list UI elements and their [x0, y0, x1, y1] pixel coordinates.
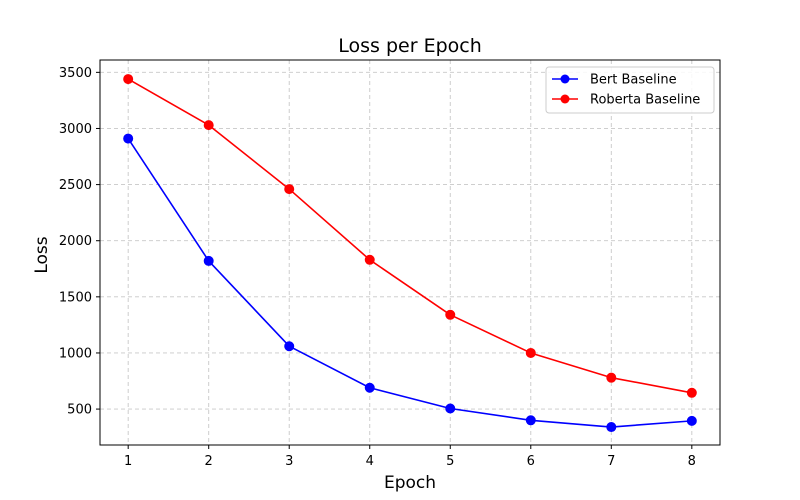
roberta-baseline-point [284, 184, 295, 195]
roberta-baseline-point [606, 372, 617, 383]
y-tick-label: 3500 [59, 66, 92, 81]
roberta-baseline-point [364, 254, 375, 265]
roberta-baseline-line [127, 78, 692, 394]
series-lines [123, 74, 697, 433]
legend-box [545, 66, 715, 114]
chart-title: Loss per Epoch [338, 35, 482, 57]
bert-baseline-series [123, 133, 697, 433]
roberta-baseline-point [525, 347, 536, 358]
legend-label: Roberta Baseline [590, 93, 700, 108]
legend: Bert Baseline Roberta Baseline [545, 66, 715, 114]
bert-baseline-point [525, 415, 536, 426]
x-tick-label: 6 [527, 454, 535, 469]
bert-baseline-point [284, 341, 295, 352]
x-tick-label: 2 [205, 454, 213, 469]
y-tick-label: 1000 [59, 346, 92, 361]
roberta-baseline-point [686, 387, 697, 398]
roberta-baseline-point [123, 74, 134, 85]
grid-lines [100, 60, 720, 445]
x-tick-label: 7 [607, 454, 615, 469]
bert-baseline-point [123, 133, 134, 144]
bert-baseline-point [445, 403, 456, 414]
y-tick-label: 500 [67, 403, 92, 418]
roberta-baseline-series [123, 74, 697, 398]
y-tick-label: 2000 [59, 234, 92, 249]
bert-baseline-line [127, 138, 692, 428]
y-axis-label: Loss [32, 236, 52, 273]
legend-marker [560, 74, 570, 84]
y-tick-label: 2500 [59, 178, 92, 193]
roberta-baseline-point [445, 309, 456, 320]
bert-baseline-point [203, 255, 214, 266]
bert-baseline-point [686, 415, 697, 426]
plot-axes: 1 2 3 4 5 6 7 8 500 1000 1500 2000 2500 3000 3500 [59, 59, 721, 469]
legend-marker [560, 94, 570, 104]
legend-item-bert-baseline: Bert Baseline [552, 73, 677, 88]
x-tick-label: 3 [285, 454, 293, 469]
legend-label: Bert Baseline [590, 73, 677, 88]
x-tick-label: 5 [446, 454, 454, 469]
legend-item-roberta-baseline: Roberta Baseline [552, 93, 700, 108]
bert-baseline-point [606, 422, 617, 433]
x-tick-label: 1 [124, 454, 132, 469]
x-axis-label: Epoch [384, 473, 436, 493]
y-tick-label: 1500 [59, 290, 92, 305]
roberta-baseline-point [203, 120, 214, 131]
plot-frame [99, 59, 721, 446]
x-tick-label: 8 [688, 454, 696, 469]
x-tick-label: 4 [366, 454, 374, 469]
bert-baseline-point [364, 382, 375, 393]
y-tick-label: 3000 [59, 122, 92, 137]
